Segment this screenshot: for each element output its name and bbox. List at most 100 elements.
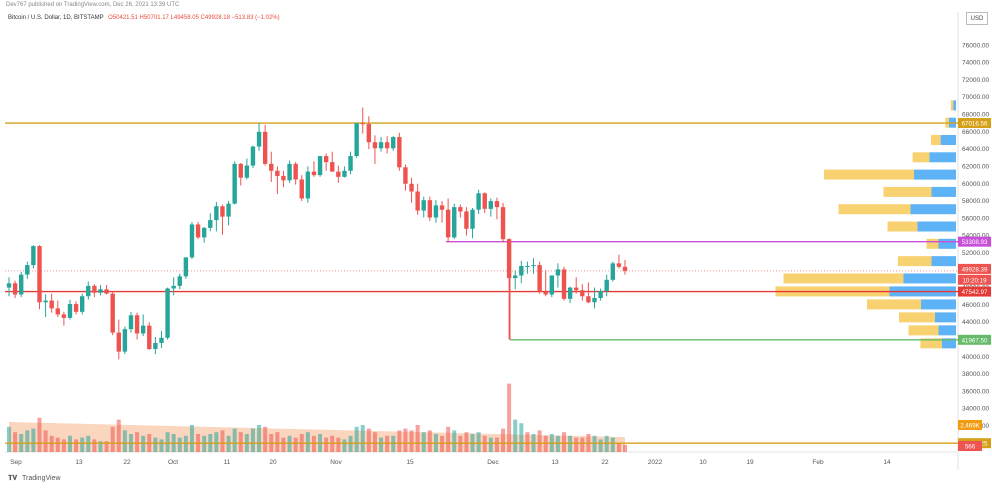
candle-body[interactable] xyxy=(165,288,170,338)
candle-body[interactable] xyxy=(391,137,396,149)
candle-body[interactable] xyxy=(445,209,451,238)
candle-body[interactable] xyxy=(586,296,591,303)
candle-body[interactable] xyxy=(342,170,347,177)
candle-body[interactable] xyxy=(140,325,146,334)
candle-body[interactable] xyxy=(183,257,189,277)
candle-body[interactable] xyxy=(622,266,628,271)
candle-body[interactable] xyxy=(116,332,121,352)
candle-body[interactable] xyxy=(98,289,103,293)
candle-body[interactable] xyxy=(366,124,372,143)
candle-body[interactable] xyxy=(610,263,616,280)
candle-body[interactable] xyxy=(360,123,365,125)
candle-body[interactable] xyxy=(177,276,182,286)
candle-body[interactable] xyxy=(397,137,402,168)
candle-body[interactable] xyxy=(372,142,378,149)
candle-body[interactable] xyxy=(37,246,42,303)
candle-body[interactable] xyxy=(214,206,219,221)
candle-body[interactable] xyxy=(482,193,487,209)
candle-body[interactable] xyxy=(604,279,609,292)
candle-body[interactable] xyxy=(208,220,213,228)
candle-body[interactable] xyxy=(427,200,433,218)
candle-body[interactable] xyxy=(433,205,439,218)
candle-body[interactable] xyxy=(31,246,36,266)
candle-body[interactable] xyxy=(153,342,158,350)
candle-body[interactable] xyxy=(226,203,231,217)
candle-body[interactable] xyxy=(281,175,286,181)
candle-body[interactable] xyxy=(531,265,536,267)
candle-body[interactable] xyxy=(384,142,390,149)
candle-body[interactable] xyxy=(18,274,24,295)
candle-body[interactable] xyxy=(506,239,512,279)
candle-body[interactable] xyxy=(25,265,30,275)
candle-body[interactable] xyxy=(12,283,18,295)
candle-body[interactable] xyxy=(452,207,457,238)
candle-body[interactable] xyxy=(122,329,128,352)
candle-body[interactable] xyxy=(403,167,408,184)
candle-body[interactable] xyxy=(464,211,469,229)
candle-body[interactable] xyxy=(574,287,579,291)
candle-body[interactable] xyxy=(317,156,323,176)
candle-body[interactable] xyxy=(348,156,353,171)
candle-body[interactable] xyxy=(61,314,67,318)
candle-body[interactable] xyxy=(250,146,256,166)
candle-body[interactable] xyxy=(439,205,445,210)
candle-body[interactable] xyxy=(488,201,494,209)
candle-body[interactable] xyxy=(494,201,500,208)
candle-body[interactable] xyxy=(293,163,298,180)
candle-body[interactable] xyxy=(378,142,384,149)
candle-body[interactable] xyxy=(592,297,597,303)
candle-body[interactable] xyxy=(555,269,561,276)
candle-body[interactable] xyxy=(128,315,134,330)
candle-body[interactable] xyxy=(415,191,420,211)
candle-body[interactable] xyxy=(567,287,573,299)
candle-body[interactable] xyxy=(458,207,463,212)
candle-body[interactable] xyxy=(92,285,97,293)
candle-body[interactable] xyxy=(244,165,250,178)
candle-body[interactable] xyxy=(275,170,280,176)
candle-body[interactable] xyxy=(543,291,548,295)
candle-body[interactable] xyxy=(6,283,12,288)
candle-body[interactable] xyxy=(330,162,335,172)
candle-body[interactable] xyxy=(256,131,262,147)
candle-body[interactable] xyxy=(220,206,225,217)
candle-body[interactable] xyxy=(79,296,85,312)
candle-body[interactable] xyxy=(549,275,555,295)
candle-body[interactable] xyxy=(159,337,164,343)
candle-body[interactable] xyxy=(104,289,109,294)
candle-body[interactable] xyxy=(513,275,518,279)
candle-body[interactable] xyxy=(616,263,622,267)
candle-body[interactable] xyxy=(525,265,530,267)
candle-body[interactable] xyxy=(323,156,329,163)
candle-body[interactable] xyxy=(500,207,506,240)
candle-body[interactable] xyxy=(147,325,152,350)
candle-body[interactable] xyxy=(43,300,48,303)
candle-body[interactable] xyxy=(134,315,140,334)
candle-body[interactable] xyxy=(287,163,292,181)
candle-body[interactable] xyxy=(537,265,542,292)
candle-body[interactable] xyxy=(421,200,426,211)
candle-body[interactable] xyxy=(476,193,481,210)
candle-body[interactable] xyxy=(354,123,359,157)
candle-body[interactable] xyxy=(49,300,54,309)
candle-body[interactable] xyxy=(67,304,73,318)
candle-body[interactable] xyxy=(73,304,79,312)
candle-body[interactable] xyxy=(598,291,603,298)
candle-body[interactable] xyxy=(409,183,414,192)
candle-body[interactable] xyxy=(561,269,567,299)
candle-body[interactable] xyxy=(299,179,304,199)
candle-body[interactable] xyxy=(238,163,243,178)
candle-body[interactable] xyxy=(55,308,60,315)
candle-body[interactable] xyxy=(470,209,475,229)
candle-body[interactable] xyxy=(269,163,274,171)
candle-body[interactable] xyxy=(262,131,268,164)
candle-body[interactable] xyxy=(195,224,201,238)
candle-body[interactable] xyxy=(86,285,91,297)
candle-body[interactable] xyxy=(305,171,311,199)
candle-body[interactable] xyxy=(201,227,207,238)
candle-body[interactable] xyxy=(311,171,317,176)
currency-button[interactable]: USD xyxy=(966,12,988,25)
candle-body[interactable] xyxy=(232,163,237,204)
candle-body[interactable] xyxy=(110,293,115,333)
candle-body[interactable] xyxy=(336,171,341,177)
